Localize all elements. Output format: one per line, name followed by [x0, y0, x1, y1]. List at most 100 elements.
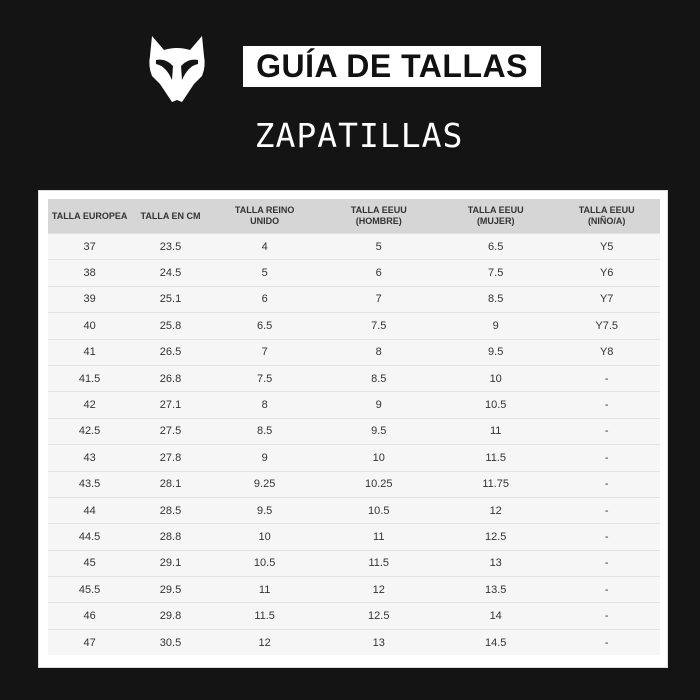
table-cell: 13.5 [438, 576, 554, 603]
table-cell: Y7.5 [553, 312, 660, 340]
table-header: TALLA EUROPEA TALLA EN CM TALLA REINO UNID… [48, 199, 660, 234]
table-cell: - [553, 602, 660, 630]
table-cell: 10.5 [438, 391, 554, 419]
table-cell: 23.5 [131, 232, 210, 260]
size-table: TALLA EUROPEA TALLA EN CM TALLA REINO UNID… [48, 199, 660, 656]
table-cell: 10.5 [319, 496, 438, 524]
table-cell: 12 [438, 496, 554, 524]
table-cell: 37 [48, 232, 132, 260]
table-cell: 10.25 [319, 470, 438, 498]
table-row: 45.5 29.5 11 12 13.5- [48, 576, 660, 603]
table-cell: 40 [48, 312, 132, 340]
table-cell: 9 [438, 312, 554, 340]
table-cell: 4 [209, 232, 320, 260]
table-cell: 12 [319, 576, 438, 603]
table-cell: 27.8 [131, 444, 210, 472]
table-cell: 7 [209, 338, 320, 366]
table-cell: 5 [319, 232, 438, 260]
table-row: 43.5 28.1 9.25 10.25 11.75- [48, 470, 660, 498]
table-cell: 13 [438, 549, 554, 577]
table-cell: 7.5 [438, 259, 554, 287]
table-cell: 24.5 [131, 259, 210, 287]
table-cell: 13 [319, 628, 438, 656]
table-cell: 8.5 [209, 417, 320, 445]
table-cell: 10 [438, 364, 554, 392]
table-cell: 7 [319, 285, 438, 313]
table-cell: - [553, 470, 660, 498]
table-cell: Y6 [553, 259, 660, 287]
table-cell: 9 [319, 391, 438, 419]
table-cell: 25.8 [131, 312, 210, 340]
page-title: GUÍA DE TALLAS [243, 46, 541, 87]
table-cell: - [553, 628, 660, 656]
table-cell: 47 [48, 628, 132, 656]
table-row: 41 26.5 7 8 9.5 Y8 [48, 338, 660, 366]
table-cell: 44 [48, 496, 132, 524]
table-cell: - [553, 444, 660, 472]
table-cell: 42.5 [48, 417, 132, 445]
table-row: 37 23.5 4 5 6.5 Y5 [48, 232, 660, 260]
table-cell: 27.1 [131, 391, 210, 419]
table-cell: 45.5 [48, 576, 132, 603]
table-cell: 9.5 [319, 417, 438, 445]
table-cell: 9.5 [209, 496, 320, 524]
table-row: 38 24.5 5 6 7.5 Y6 [48, 259, 660, 287]
table-cell: 41.5 [48, 364, 132, 392]
table-cell: 28.1 [131, 470, 210, 498]
table-row: 46 29.8 11.5 12.5 14- [48, 602, 660, 630]
table-cell: 8.5 [319, 364, 438, 392]
column-header: TALLA EEUU (HOMBRE) [319, 199, 438, 234]
table-cell: 11.5 [209, 602, 320, 630]
table-cell: 28.8 [131, 523, 210, 551]
table-row: 41.5 26.8 7.5 8.5 10- [48, 364, 660, 392]
table-cell: 11 [438, 417, 554, 445]
column-header: TALLA EEUU (NIÑO/A) [553, 199, 660, 234]
table-cell: - [553, 391, 660, 419]
table-cell: 12 [209, 628, 320, 656]
table-row: 40 25.8 6.5 7.5 9 Y7.5 [48, 312, 660, 340]
table-cell: 8.5 [438, 285, 554, 313]
table-cell: 27.5 [131, 417, 210, 445]
table-cell: 9.5 [438, 338, 554, 366]
table-cell: 11.5 [319, 549, 438, 577]
table-cell: 28.5 [131, 496, 210, 524]
table-cell: 44.5 [48, 523, 132, 551]
table-cell: 12.5 [438, 523, 554, 551]
table-row: 39 25.1 6 7 8.5 Y7 [48, 285, 660, 313]
table-cell: 29.1 [131, 549, 210, 577]
column-header: TALLA EN CM [131, 199, 210, 234]
table-cell: - [553, 496, 660, 524]
table-row: 42.5 27.5 8.5 9.5 11- [48, 417, 660, 445]
table-cell: 6 [319, 259, 438, 287]
table-cell: 39 [48, 285, 132, 313]
table-cell: - [553, 523, 660, 551]
table-cell: 12.5 [319, 602, 438, 630]
table-cell: 8 [319, 338, 438, 366]
table-cell: 10 [209, 523, 320, 551]
table-cell: - [553, 576, 660, 603]
table-cell: 43.5 [48, 470, 132, 498]
table-cell: - [553, 417, 660, 445]
table-cell: 11.5 [438, 444, 554, 472]
table-cell: 11 [209, 576, 320, 603]
table-cell: 10.5 [209, 549, 320, 577]
table-cell: 6 [209, 285, 320, 313]
table-cell: 46 [48, 602, 132, 630]
table-cell: 14 [438, 602, 554, 630]
table-cell: 11.75 [438, 470, 554, 498]
column-header: TALLA REINO UNIDO [209, 199, 320, 234]
table-cell: 29.8 [131, 602, 210, 630]
table-cell: 5 [209, 259, 320, 287]
table-cell: 9 [209, 444, 320, 472]
size-chart-card: TALLA EUROPEA TALLA EN CM TALLA REINO UNID… [38, 190, 668, 668]
table-cell: 25.1 [131, 285, 210, 313]
table-row: 44.5 28.8 10 11 12.5- [48, 523, 660, 551]
table-cell: 26.8 [131, 364, 210, 392]
table-cell: Y8 [553, 338, 660, 366]
table-cell: 29.5 [131, 576, 210, 603]
table-cell: 11 [319, 523, 438, 551]
table-row: 43 27.8 9 10 11.5- [48, 444, 660, 472]
table-cell: 10 [319, 444, 438, 472]
table-cell: 7.5 [209, 364, 320, 392]
column-header: TALLA EEUU (MUJER) [438, 199, 554, 234]
